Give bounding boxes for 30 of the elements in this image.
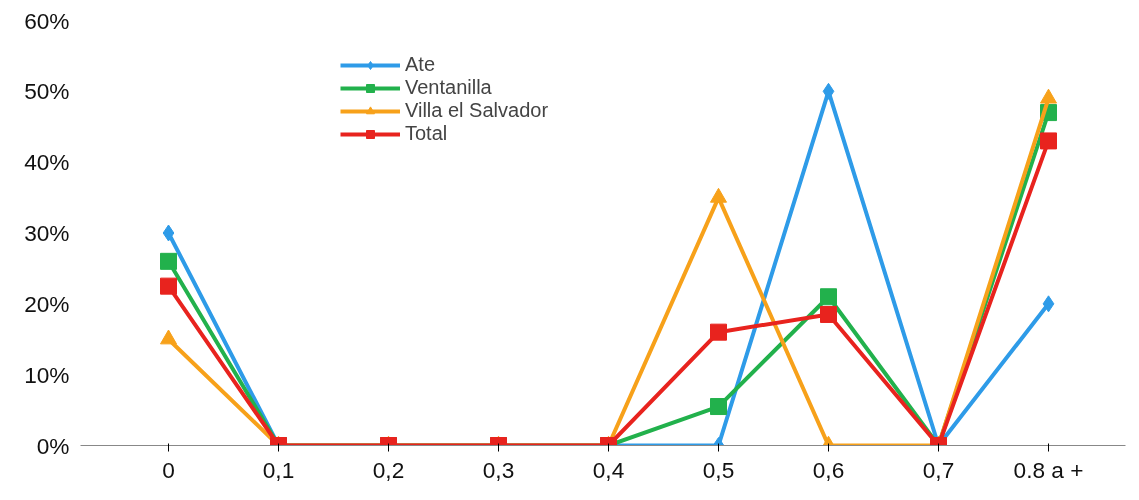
point <box>820 288 837 306</box>
x-tick-label: 0.8 a + <box>1013 456 1084 483</box>
x-tick-label: 0,1 <box>262 456 295 483</box>
x-tick-label: 0,4 <box>592 456 625 483</box>
y-tick-label: 0% <box>36 432 70 459</box>
y-tick-label: 50% <box>24 78 70 105</box>
point <box>820 305 837 323</box>
y-tick-label: 20% <box>24 290 70 317</box>
point <box>160 252 177 270</box>
x-tick-label: 0 <box>162 456 175 483</box>
point <box>1040 132 1057 150</box>
x-tick-label: 0,6 <box>812 456 845 483</box>
y-tick-label: 10% <box>24 361 70 388</box>
point <box>160 277 177 295</box>
y-tick-label: 30% <box>24 220 70 246</box>
y-tick-label: 60% <box>24 7 70 34</box>
point <box>162 224 175 242</box>
x-tick-label: 0,5 <box>702 456 735 483</box>
y-tick-label: 40% <box>24 149 70 176</box>
legend-label: Ventanilla <box>405 76 492 99</box>
point <box>1042 295 1055 313</box>
legend-label: Villa el Salvador <box>405 99 549 122</box>
point <box>160 329 177 345</box>
x-tick-label: 0,3 <box>482 456 515 483</box>
x-tick-label: 0,2 <box>372 456 405 483</box>
point <box>822 82 835 100</box>
x-tick-label: 0,7 <box>922 456 955 483</box>
legend-label: Ate <box>405 53 436 76</box>
point <box>710 323 727 341</box>
legend-label: Total <box>405 122 448 145</box>
